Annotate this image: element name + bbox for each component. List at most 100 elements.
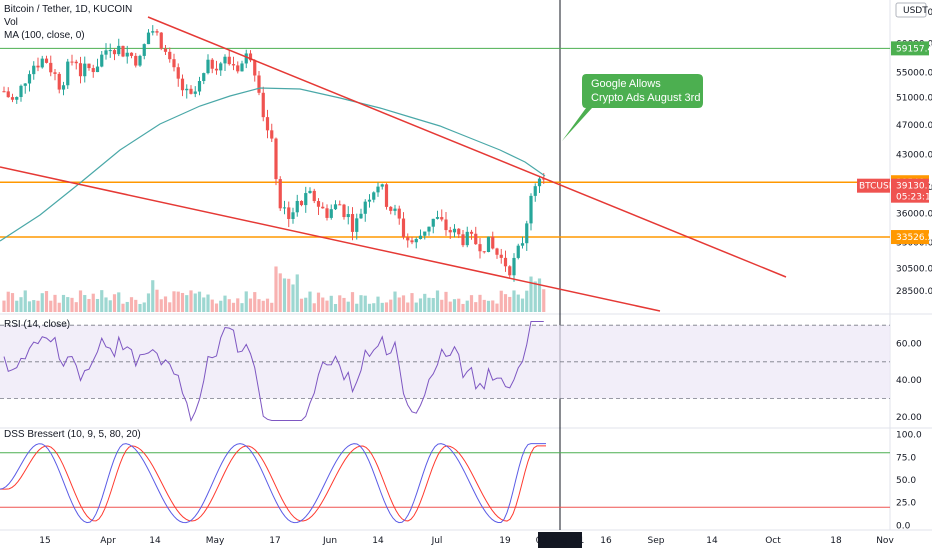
dss-tick-label: 75.0	[896, 453, 916, 463]
volume-bar	[287, 278, 291, 312]
volume-bar	[210, 299, 214, 312]
volume-bar	[214, 303, 219, 312]
candle-body	[465, 231, 469, 246]
volume-bar	[295, 274, 299, 312]
volume-bar	[32, 300, 36, 312]
volume-bar	[100, 290, 104, 312]
volume-bar	[525, 290, 529, 312]
price-tick-label: 55000.00	[896, 69, 932, 79]
volume-bar	[49, 300, 53, 312]
candle-body	[508, 266, 512, 276]
volume-bar	[274, 266, 278, 312]
candle-body	[112, 50, 117, 55]
candle-body	[350, 214, 355, 232]
candle-body	[444, 219, 448, 231]
candle-body	[312, 190, 316, 202]
candle-body	[295, 200, 299, 213]
volume-bar	[508, 296, 512, 312]
volume-bar	[380, 302, 384, 312]
volume-bar	[134, 299, 138, 312]
volume-bar	[236, 298, 240, 312]
candle-body	[321, 206, 325, 209]
resistance-tag-bg	[891, 41, 929, 56]
volume-bar	[359, 295, 363, 312]
volume-bar	[95, 298, 100, 312]
candle-body	[15, 97, 19, 100]
volume-bar	[257, 299, 261, 312]
candle-body	[435, 217, 440, 219]
currency-badge	[895, 2, 927, 18]
candle-body	[499, 254, 503, 258]
volume-bar	[397, 297, 401, 312]
volume-bar	[389, 299, 393, 312]
candle-body	[197, 81, 202, 92]
rsi-legend[interactable]: RSI (14, close)	[4, 319, 71, 330]
time-tick-label: 14	[149, 536, 161, 546]
dss-signal-line	[0, 445, 546, 522]
candle-body	[372, 192, 376, 200]
volume-bar	[129, 297, 134, 312]
candle-body	[329, 209, 333, 218]
candle-body	[227, 56, 231, 65]
ma-legend[interactable]: MA (100, close, 0)	[4, 30, 85, 41]
candle-body	[53, 72, 57, 74]
volume-bar	[278, 273, 282, 312]
candle-body	[176, 67, 180, 79]
volume-bar	[338, 295, 342, 312]
candle-body	[359, 213, 363, 219]
candle-body	[316, 201, 321, 207]
candle-body	[427, 226, 431, 232]
dss-legend[interactable]: DSS Bressert (10, 9, 5, 80, 20)	[4, 429, 141, 440]
volume-bar	[372, 303, 376, 312]
candle-body	[537, 178, 542, 187]
candle-body	[461, 234, 465, 246]
candle-body	[338, 204, 342, 206]
candle-body	[406, 237, 410, 241]
volume-bar	[40, 293, 44, 312]
volume-bar	[70, 297, 74, 312]
volume-bar	[2, 300, 6, 312]
volume-bar	[163, 296, 168, 312]
volume-bar	[333, 303, 338, 312]
volume-bar	[431, 297, 435, 312]
candle-body	[520, 243, 525, 246]
candle-body	[397, 208, 401, 219]
symbol-title[interactable]: Bitcoin / Tether, 1D, KUCOIN	[4, 4, 133, 15]
volume-bar	[83, 295, 87, 312]
volume-bar	[486, 300, 491, 312]
volume-bar	[363, 295, 367, 312]
volume-bar	[367, 303, 372, 312]
volume-legend[interactable]: Vol	[4, 17, 18, 28]
candle-body	[525, 223, 529, 244]
candles	[2, 25, 546, 282]
candle-body	[418, 235, 423, 239]
candle-body	[265, 117, 270, 131]
candle-body	[146, 32, 151, 45]
candle-body	[117, 45, 121, 55]
volume-bar	[202, 297, 206, 312]
volume-bar	[244, 291, 248, 312]
volume-bar	[108, 300, 112, 312]
support-tag: 33526.5	[896, 233, 932, 243]
candle-body	[210, 59, 214, 69]
candle-body	[125, 52, 129, 57]
candle-body	[49, 62, 53, 73]
volume-bar	[291, 284, 295, 312]
volume-bar	[6, 291, 10, 312]
candle-body	[83, 63, 87, 77]
volume-bar	[299, 298, 304, 312]
volume-bar	[151, 280, 155, 312]
volume-bar	[159, 299, 163, 312]
candle-body	[193, 91, 197, 94]
volume-bar	[346, 301, 350, 312]
volume-bar	[461, 303, 465, 312]
candle-body	[236, 65, 240, 72]
candle-body	[486, 236, 491, 253]
price-tick-label: 36000.00	[896, 209, 932, 219]
candle-body	[87, 63, 91, 69]
time-tick-label: 17	[269, 536, 280, 546]
candle-body	[138, 55, 142, 66]
volume-bar	[15, 300, 19, 312]
volume-bar	[406, 302, 410, 312]
